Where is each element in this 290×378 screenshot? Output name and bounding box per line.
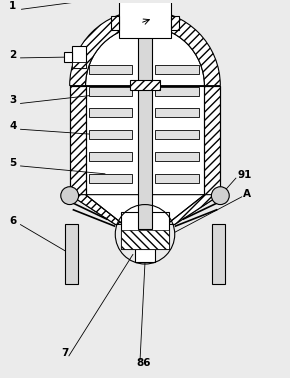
Circle shape [61, 187, 79, 204]
Bar [65, 225, 78, 284]
Bar [171, 16, 179, 30]
Bar [111, 16, 119, 30]
Bar [135, 244, 155, 262]
Bar [88, 130, 132, 139]
Bar [64, 52, 72, 62]
Text: 5: 5 [9, 158, 17, 168]
Bar [133, 225, 158, 244]
Polygon shape [70, 195, 220, 225]
Bar [119, 0, 171, 38]
Bar [88, 174, 132, 183]
Bar [88, 152, 132, 161]
Text: A: A [243, 189, 251, 198]
Wedge shape [70, 10, 220, 86]
Bar [155, 108, 199, 117]
Bar [155, 152, 199, 161]
Bar [155, 174, 199, 183]
Bar [72, 46, 86, 68]
Bar [70, 86, 86, 195]
Bar [130, 80, 160, 90]
Bar [88, 108, 132, 117]
Text: 91: 91 [237, 170, 251, 180]
Bar [138, 31, 152, 229]
Bar [155, 87, 199, 96]
Bar [155, 65, 199, 74]
Wedge shape [86, 26, 204, 86]
Text: 86: 86 [136, 358, 151, 368]
Bar [155, 130, 199, 139]
Bar [88, 87, 132, 96]
Text: 4: 4 [9, 121, 17, 131]
Text: 7: 7 [61, 348, 68, 358]
Bar [86, 86, 204, 195]
Text: 1: 1 [9, 2, 17, 11]
Bar [121, 230, 169, 249]
Circle shape [211, 187, 229, 204]
Text: 3: 3 [9, 96, 17, 105]
Bar [204, 86, 220, 195]
Text: 6: 6 [9, 216, 17, 226]
Bar [212, 225, 225, 284]
Bar [121, 212, 169, 249]
Bar [72, 62, 86, 68]
Polygon shape [167, 195, 220, 225]
Text: 2: 2 [9, 50, 17, 60]
Bar [88, 65, 132, 74]
Polygon shape [70, 195, 123, 225]
